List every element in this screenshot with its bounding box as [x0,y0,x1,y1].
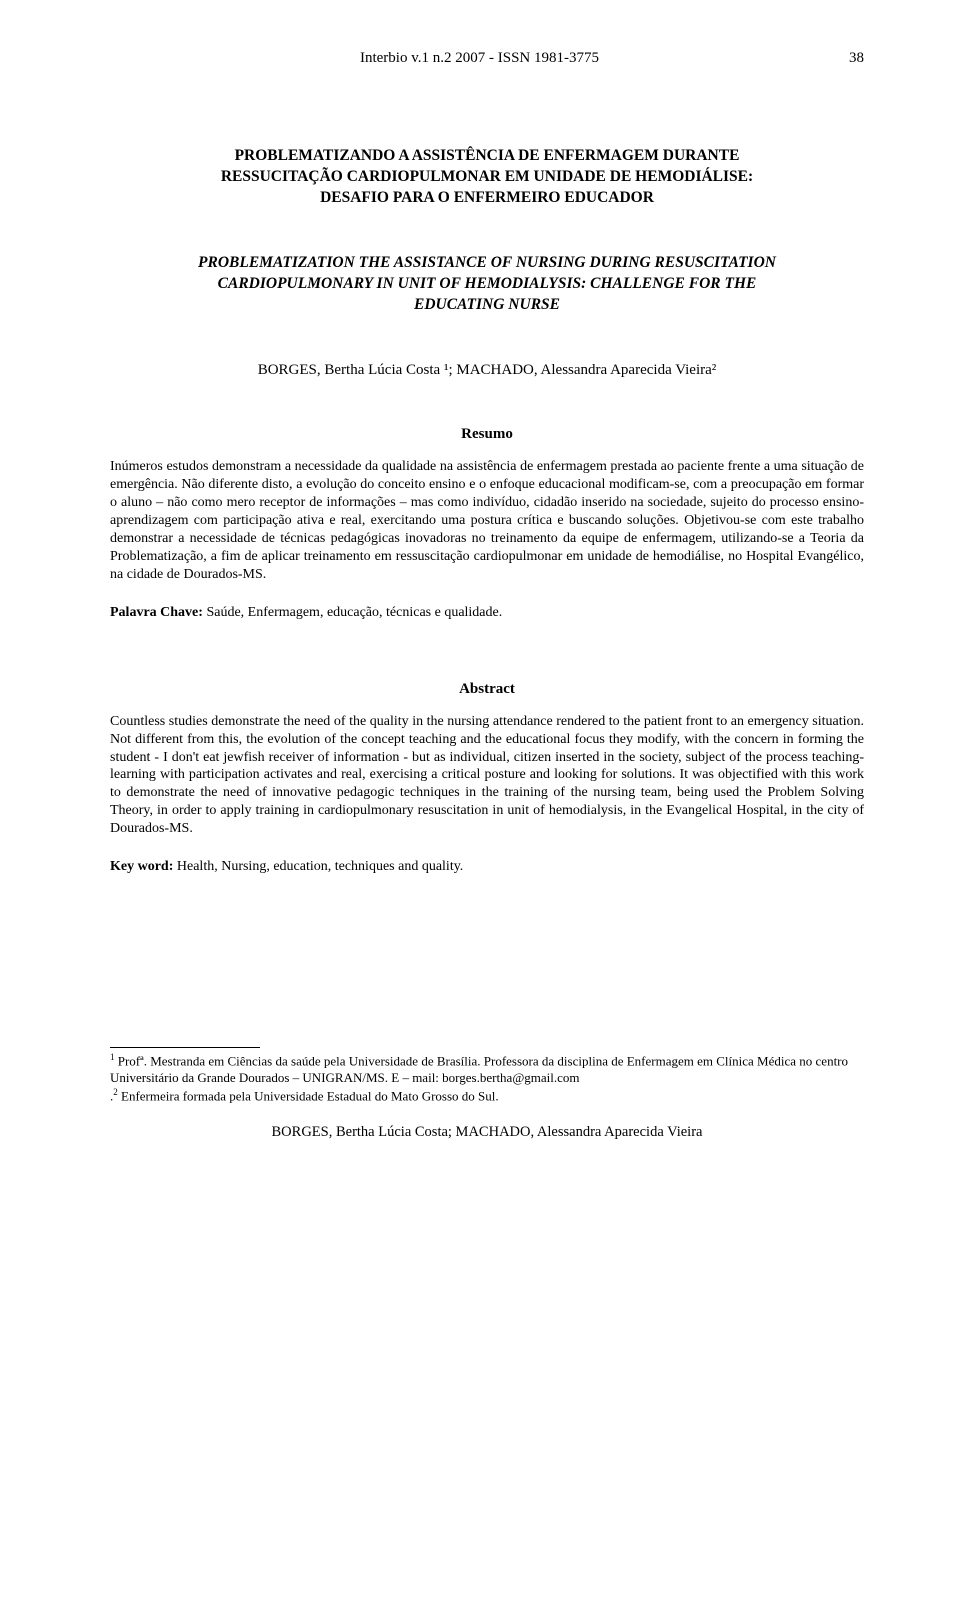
title-line-1: PROBLEMATIZANDO A ASSISTÊNCIA DE ENFERMA… [110,146,864,167]
footnote-2: .2 Enfermeira formada pela Universidade … [110,1087,864,1105]
resumo-heading: Resumo [110,424,864,444]
footer-authors: BORGES, Bertha Lúcia Costa; MACHADO, Ale… [110,1123,864,1143]
subtitle-line-3: EDUCATING NURSE [110,295,864,316]
article-title-pt: PROBLEMATIZANDO A ASSISTÊNCIA DE ENFERMA… [110,146,864,209]
resumo-keywords-text: Saúde, Enfermagem, educação, técnicas e … [206,605,502,620]
abstract-keywords-text: Health, Nursing, education, techniques a… [177,859,463,874]
abstract-keywords-label: Key word: [110,859,177,874]
abstract-body: Countless studies demonstrate the need o… [110,713,864,838]
footnotes-block: 1 Profª. Mestranda em Ciências da saúde … [110,1052,864,1105]
abstract-heading: Abstract [110,679,864,699]
resumo-keywords-label: Palavra Chave: [110,605,206,620]
page-number: 38 [849,48,864,68]
resumo-keywords: Palavra Chave: Saúde, Enfermagem, educaç… [110,604,864,623]
article-title-en: PROBLEMATIZATION THE ASSISTANCE OF NURSI… [110,253,864,316]
resumo-body: Inúmeros estudos demonstram a necessidad… [110,458,864,583]
journal-header: Interbio v.1 n.2 2007 - ISSN 1981-3775 [110,48,864,68]
authors-line: BORGES, Bertha Lúcia Costa ¹; MACHADO, A… [110,360,864,380]
footnote-separator [110,1047,260,1048]
footnote-1-text: Profª. Mestranda em Ciências da saúde pe… [110,1053,848,1085]
title-line-3: DESAFIO PARA O ENFERMEIRO EDUCADOR [110,188,864,209]
title-line-2: RESSUCITAÇÃO CARDIOPULMONAR EM UNIDADE D… [110,167,864,188]
subtitle-line-2: CARDIOPULMONARY IN UNIT OF HEMODIALYSIS:… [110,274,864,295]
subtitle-line-1: PROBLEMATIZATION THE ASSISTANCE OF NURSI… [110,253,864,274]
abstract-keywords: Key word: Health, Nursing, education, te… [110,858,864,877]
footnote-2-text: Enfermeira formada pela Universidade Est… [118,1088,499,1103]
footnote-1: 1 Profª. Mestranda em Ciências da saúde … [110,1052,864,1087]
